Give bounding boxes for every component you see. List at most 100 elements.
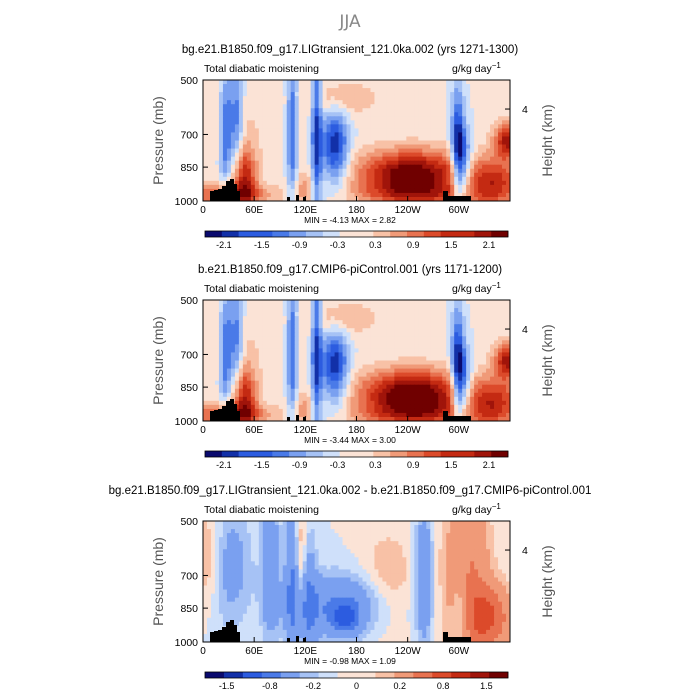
- heatmap-cell: [290, 332, 296, 337]
- heatmap-cell: [214, 525, 220, 530]
- heatmap-cell: [462, 144, 467, 149]
- heatmap-field: [203, 300, 511, 422]
- heatmap-cell: [374, 172, 379, 178]
- heatmap-cell: [270, 300, 276, 305]
- heatmap-cell: [250, 156, 256, 162]
- heatmap-cell: [318, 388, 324, 394]
- heatmap-cell: [438, 192, 443, 198]
- heatmap-cell: [230, 376, 236, 382]
- heatmap-cell: [390, 156, 395, 162]
- heatmap-cell: [310, 312, 316, 317]
- heatmap-cell: [482, 332, 487, 337]
- heatmap-cell: [482, 144, 487, 149]
- heatmap-cell: [482, 392, 487, 398]
- heatmap-cell: [406, 416, 411, 422]
- heatmap-cell: [326, 372, 331, 378]
- heatmap-cell: [394, 384, 399, 390]
- heatmap-cell: [446, 176, 451, 182]
- heatmap-cell: [402, 132, 407, 137]
- heatmap-cell: [322, 184, 327, 190]
- heatmap-cell: [210, 368, 216, 373]
- heatmap-cell: [302, 192, 308, 198]
- heatmap-cell: [410, 300, 415, 305]
- heatmap-cell: [314, 108, 320, 113]
- heatmap-cell: [338, 188, 343, 194]
- heatmap-cell: [258, 192, 264, 198]
- heatmap-cell: [342, 92, 347, 97]
- heatmap-cell: [370, 525, 375, 530]
- heatmap-cell: [314, 120, 320, 125]
- heatmap-cell: [418, 192, 423, 198]
- heatmap-cell: [298, 348, 304, 353]
- heatmap-cell: [334, 340, 339, 345]
- heatmap-cell: [490, 324, 495, 329]
- heatmap-cell: [446, 340, 451, 345]
- heatmap-cell: [342, 116, 347, 121]
- heatmap-cell: [502, 416, 507, 422]
- heatmap-cell: [290, 356, 296, 361]
- heatmap-cell: [350, 152, 355, 158]
- heatmap-cell: [326, 408, 331, 414]
- heatmap-cell: [474, 324, 479, 329]
- heatmap-cell: [298, 388, 304, 394]
- heatmap-cell: [282, 164, 288, 170]
- heatmap-cell: [262, 525, 268, 530]
- heatmap-cell: [434, 92, 439, 97]
- heatmap-cell: [398, 521, 403, 526]
- heatmap-cell: [418, 416, 423, 422]
- heatmap-cell: [306, 388, 312, 394]
- heatmap-cell: [214, 124, 220, 129]
- heatmap-cell: [214, 340, 220, 345]
- heatmap-cell: [254, 192, 260, 198]
- heatmap-cell: [450, 340, 455, 345]
- heatmap-cell: [454, 348, 459, 353]
- heatmap-cell: [266, 525, 272, 530]
- heatmap-cell: [474, 80, 479, 85]
- heatmap-cell: [330, 128, 335, 133]
- heatmap-cell: [238, 164, 244, 170]
- heatmap-cell: [406, 188, 411, 194]
- heatmap-cell: [346, 136, 351, 141]
- heatmap-cell: [234, 84, 240, 89]
- heatmap-cell: [426, 412, 431, 418]
- heatmap-cell: [490, 380, 495, 386]
- heatmap-cell: [346, 156, 351, 162]
- heatmap-cell: [262, 336, 268, 341]
- heatmap-cell: [298, 96, 304, 101]
- heatmap-cell: [390, 340, 395, 345]
- heatmap-cell: [358, 132, 363, 137]
- heatmap-cell: [338, 328, 343, 333]
- heatmap-cell: [203, 376, 208, 382]
- heatmap-cell: [206, 408, 212, 414]
- heatmap-cell: [350, 336, 355, 341]
- heatmap-cell: [290, 308, 296, 313]
- heatmap-cell: [246, 525, 252, 530]
- heatmap-cell: [406, 352, 411, 357]
- heatmap-cell: [442, 120, 447, 125]
- heatmap-cell: [298, 92, 304, 97]
- heatmap-cell: [278, 172, 284, 178]
- heatmap-cell: [362, 344, 367, 349]
- heatmap-cell: [246, 100, 252, 105]
- heatmap-cell: [430, 160, 435, 166]
- heatmap-cell: [382, 352, 387, 357]
- heatmap-cell: [206, 132, 212, 137]
- heatmap-cell: [258, 148, 264, 153]
- heatmap-cell: [238, 168, 244, 174]
- heatmap-cell: [478, 328, 483, 333]
- heatmap-cell: [282, 128, 288, 133]
- heatmap-cell: [406, 392, 411, 398]
- heatmap-cell: [386, 412, 391, 418]
- heatmap-cell: [282, 148, 288, 153]
- heatmap-cell: [278, 328, 284, 333]
- heatmap-cell: [262, 128, 268, 133]
- heatmap-cell: [378, 180, 383, 186]
- heatmap-cell: [486, 192, 491, 198]
- heatmap-cell: [378, 372, 383, 378]
- heatmap-cell: [446, 356, 451, 361]
- heatmap-cell: [502, 308, 507, 313]
- heatmap-cell: [358, 392, 363, 398]
- heatmap-cell: [234, 148, 240, 153]
- heatmap-cell: [242, 336, 248, 341]
- heatmap-cell: [362, 160, 367, 166]
